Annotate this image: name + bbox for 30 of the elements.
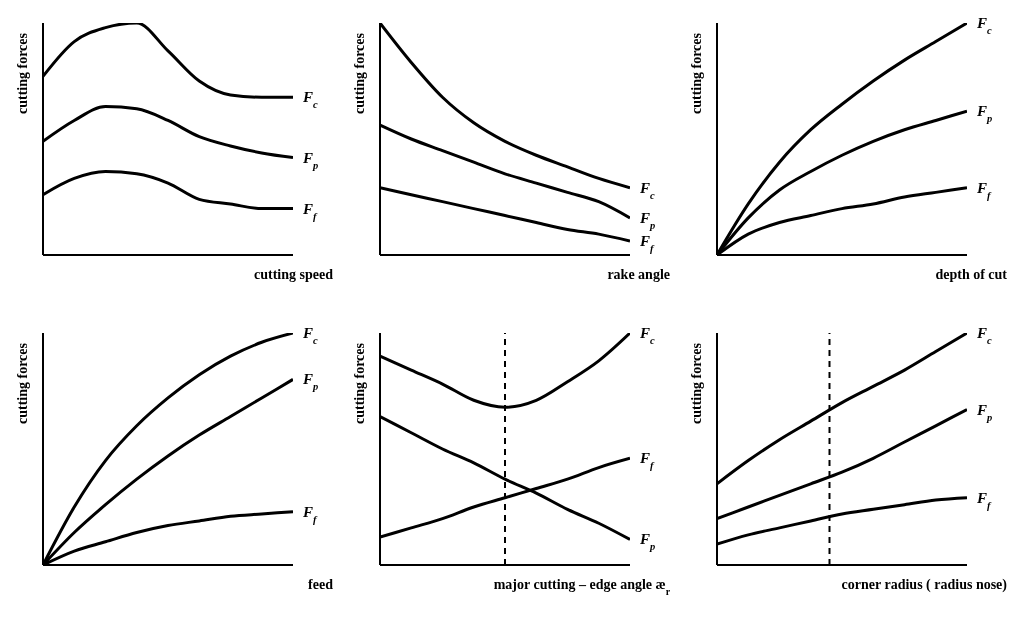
- series-label: F$_{c}$: [639, 179, 656, 201]
- y-axis-title: cutting forces: [352, 342, 367, 424]
- series-label: F$_{c}$: [302, 89, 319, 110]
- y-axis-title: cutting forces: [689, 32, 704, 114]
- series-label: F$_{p}$: [639, 209, 656, 231]
- x-axis-title: cutting speed: [254, 267, 334, 282]
- x-axis-title: corner radius ( radius nose): [841, 577, 1008, 593]
- y-axis-title: cutting forces: [15, 32, 30, 114]
- series-label: F$_{p}$: [302, 149, 319, 171]
- y-axis-title: cutting forces: [352, 32, 367, 114]
- x-axis-title: major cutting – edge angle æ$_{r}$: [493, 577, 671, 597]
- y-axis-title: cutting forces: [15, 342, 30, 424]
- y-axis-title: cutting forces: [689, 342, 704, 424]
- series-label: F$_{f}$: [976, 179, 993, 201]
- series-label: F$_{f}$: [302, 200, 319, 222]
- series-label: F$_{c}$: [976, 15, 993, 36]
- series-label: F$_{p}$: [976, 401, 993, 423]
- series-label: F$_{f}$: [639, 233, 656, 254]
- x-axis-title: feed: [308, 577, 334, 592]
- series-label: F$_{f}$: [302, 503, 319, 525]
- series-label: F$_{p}$: [302, 371, 319, 392]
- series-label: F$_{c}$: [302, 325, 319, 346]
- series-label: F$_{p}$: [976, 103, 993, 124]
- series-label: F$_{c}$: [976, 325, 993, 346]
- x-axis-title: rake angle: [607, 267, 670, 282]
- series-label: F$_{f}$: [976, 489, 993, 511]
- series-label: F$_{f}$: [639, 450, 656, 471]
- x-axis-title: depth of cut: [935, 267, 1008, 282]
- series-label: F$_{c}$: [639, 325, 656, 346]
- series-label: F$_{p}$: [639, 531, 656, 552]
